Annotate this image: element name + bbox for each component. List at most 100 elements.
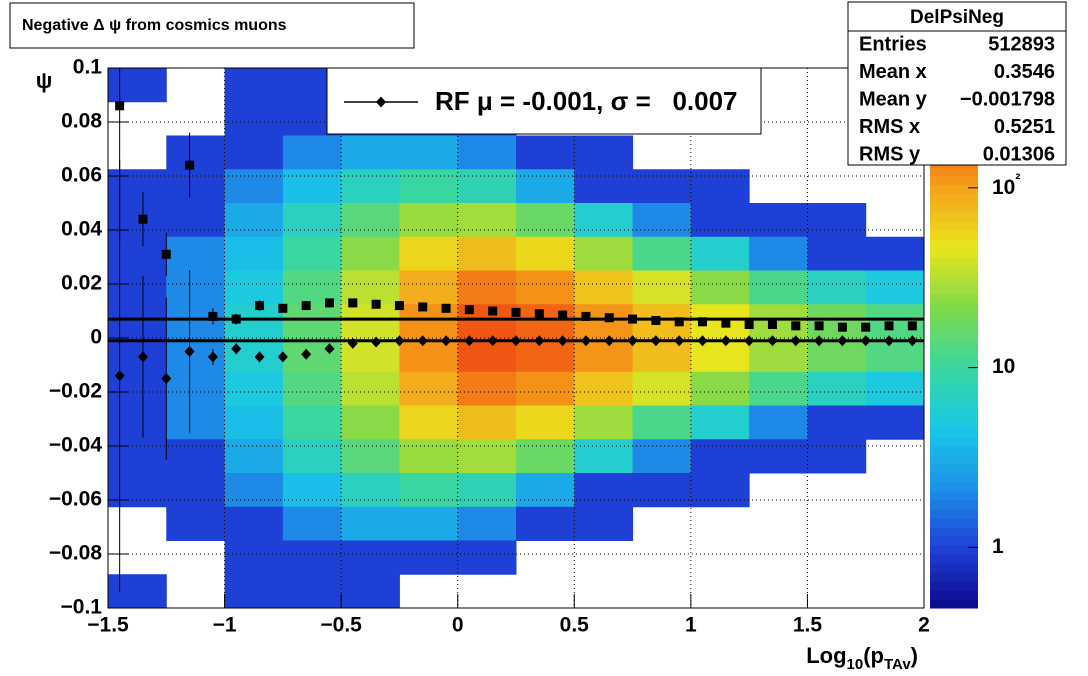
colorbar-segment [930,383,978,393]
colorbar-segment [930,581,978,591]
heat-cell [108,203,167,238]
colorbar-segment [930,203,978,213]
heat-cell [516,304,575,339]
x-label-part: ) [911,643,918,668]
heat-cell [807,405,867,440]
heat-cell [341,371,400,406]
heat-cell [282,236,342,271]
heat-cell [282,574,342,609]
heat-cell [807,203,867,238]
stats-label: Mean y [859,88,928,110]
heat-cell [224,506,284,541]
stats-value: 0.5251 [994,116,1055,138]
profile-marker [231,314,241,324]
colorbar-segment [930,536,978,546]
x-label-part: Log [806,643,846,668]
x-axis-label: Log10(pTAv) [806,643,918,673]
heat-cell [516,169,575,204]
legend-box [326,67,762,135]
colorbar-segment [930,563,978,573]
heat-cell [457,506,517,541]
profile-marker [184,346,195,357]
heat-cell [690,169,750,204]
heat-cell [399,540,459,575]
colorbar-segment [930,275,978,285]
profile-marker [371,299,381,309]
colorbar-tick-sup: ² [1015,171,1020,188]
profile-marker [487,335,498,347]
heat-cell [574,338,634,373]
y-tick-label: 0.04 [61,218,102,241]
y-tick-label: 0.08 [61,110,102,133]
heat-cell [865,236,925,271]
heat-cell [166,439,226,474]
y-tick-label: 0.02 [61,272,102,295]
profile-marker [371,336,382,348]
heat-cell [749,338,808,373]
profile-marker [138,214,148,224]
heat-cell [457,270,517,305]
y-tick-label: −0.06 [49,488,102,511]
profile-marker [837,335,848,347]
colorbar-segment [930,347,978,357]
heat-cell [399,270,459,305]
heat-cell [632,203,692,238]
heat-cell [749,236,808,271]
profile-marker [767,320,777,329]
heat-cell [516,506,575,541]
profile-marker [161,373,172,384]
colorbar-segment [930,455,978,465]
colorbar-segment [930,401,978,411]
heat-cell [574,439,634,474]
colorbar-segment [930,212,978,222]
heat-cell [224,101,284,136]
colorbar-tick-label: 10 [992,355,1015,378]
profile-marker [884,335,895,347]
profile-marker [185,160,195,170]
colorbar-segment [930,428,978,438]
heat-cell [166,169,226,204]
stats-label: RMS x [859,116,920,138]
heat-cell [399,169,459,204]
heat-cell [224,574,284,609]
colorbar-segment [930,248,978,258]
x-tick-label: 2 [918,614,930,637]
legend-marker [376,96,386,108]
heat-cell [341,236,400,271]
colorbar-segment [930,518,978,528]
chart-title: Negative Δ ψ from cosmics muons [22,17,287,34]
stats-label: Mean x [859,61,927,83]
profile-marker [744,335,755,347]
heat-cell [341,439,400,474]
profile-marker [697,335,708,347]
heat-cell [865,371,925,406]
heat-cell [749,439,808,474]
heat-cell [690,371,750,406]
heat-cell [865,338,925,373]
heat-cell [807,338,867,373]
profile-marker [301,348,312,360]
heat-cell [457,338,517,373]
profile-marker [324,298,334,308]
colorbar-segment [930,302,978,312]
profile-marker [581,311,591,321]
profile-marker [720,335,731,347]
heat-cell [399,203,459,238]
heat-cell [632,270,692,305]
y-tick-label: 0.1 [73,56,103,79]
heat-cell [108,270,167,305]
profile-marker [417,335,428,347]
x-tick-label: −1.5 [87,614,129,637]
heat-cell [166,405,226,440]
heat-cell [166,270,226,305]
stats-value: 0.01306 [983,143,1055,165]
heat-cell [574,405,634,440]
colorbar-segment [930,266,978,276]
heat-cell [457,135,517,170]
title-box [9,2,415,49]
heat-cell [341,304,400,339]
colorbar-segment [930,320,978,330]
colorbar-segment [930,221,978,231]
profile-marker [441,335,452,347]
